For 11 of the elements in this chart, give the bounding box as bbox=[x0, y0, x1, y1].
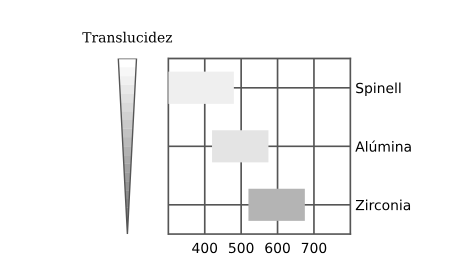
y-axis-title: Translucidez bbox=[82, 32, 172, 43]
bar bbox=[248, 188, 305, 221]
bar bbox=[168, 72, 234, 104]
y-tick-label: Spinell bbox=[356, 82, 400, 96]
x-tick-label: 600 bbox=[265, 242, 290, 254]
y-tick-label: Alúmina bbox=[355, 140, 411, 152]
y-tick-label: Zirconia bbox=[356, 200, 410, 210]
x-tick-label: 500 bbox=[228, 242, 254, 254]
bar bbox=[212, 130, 268, 162]
x-tick-label: 400 bbox=[192, 242, 218, 254]
x-tick-label: 700 bbox=[302, 242, 326, 254]
